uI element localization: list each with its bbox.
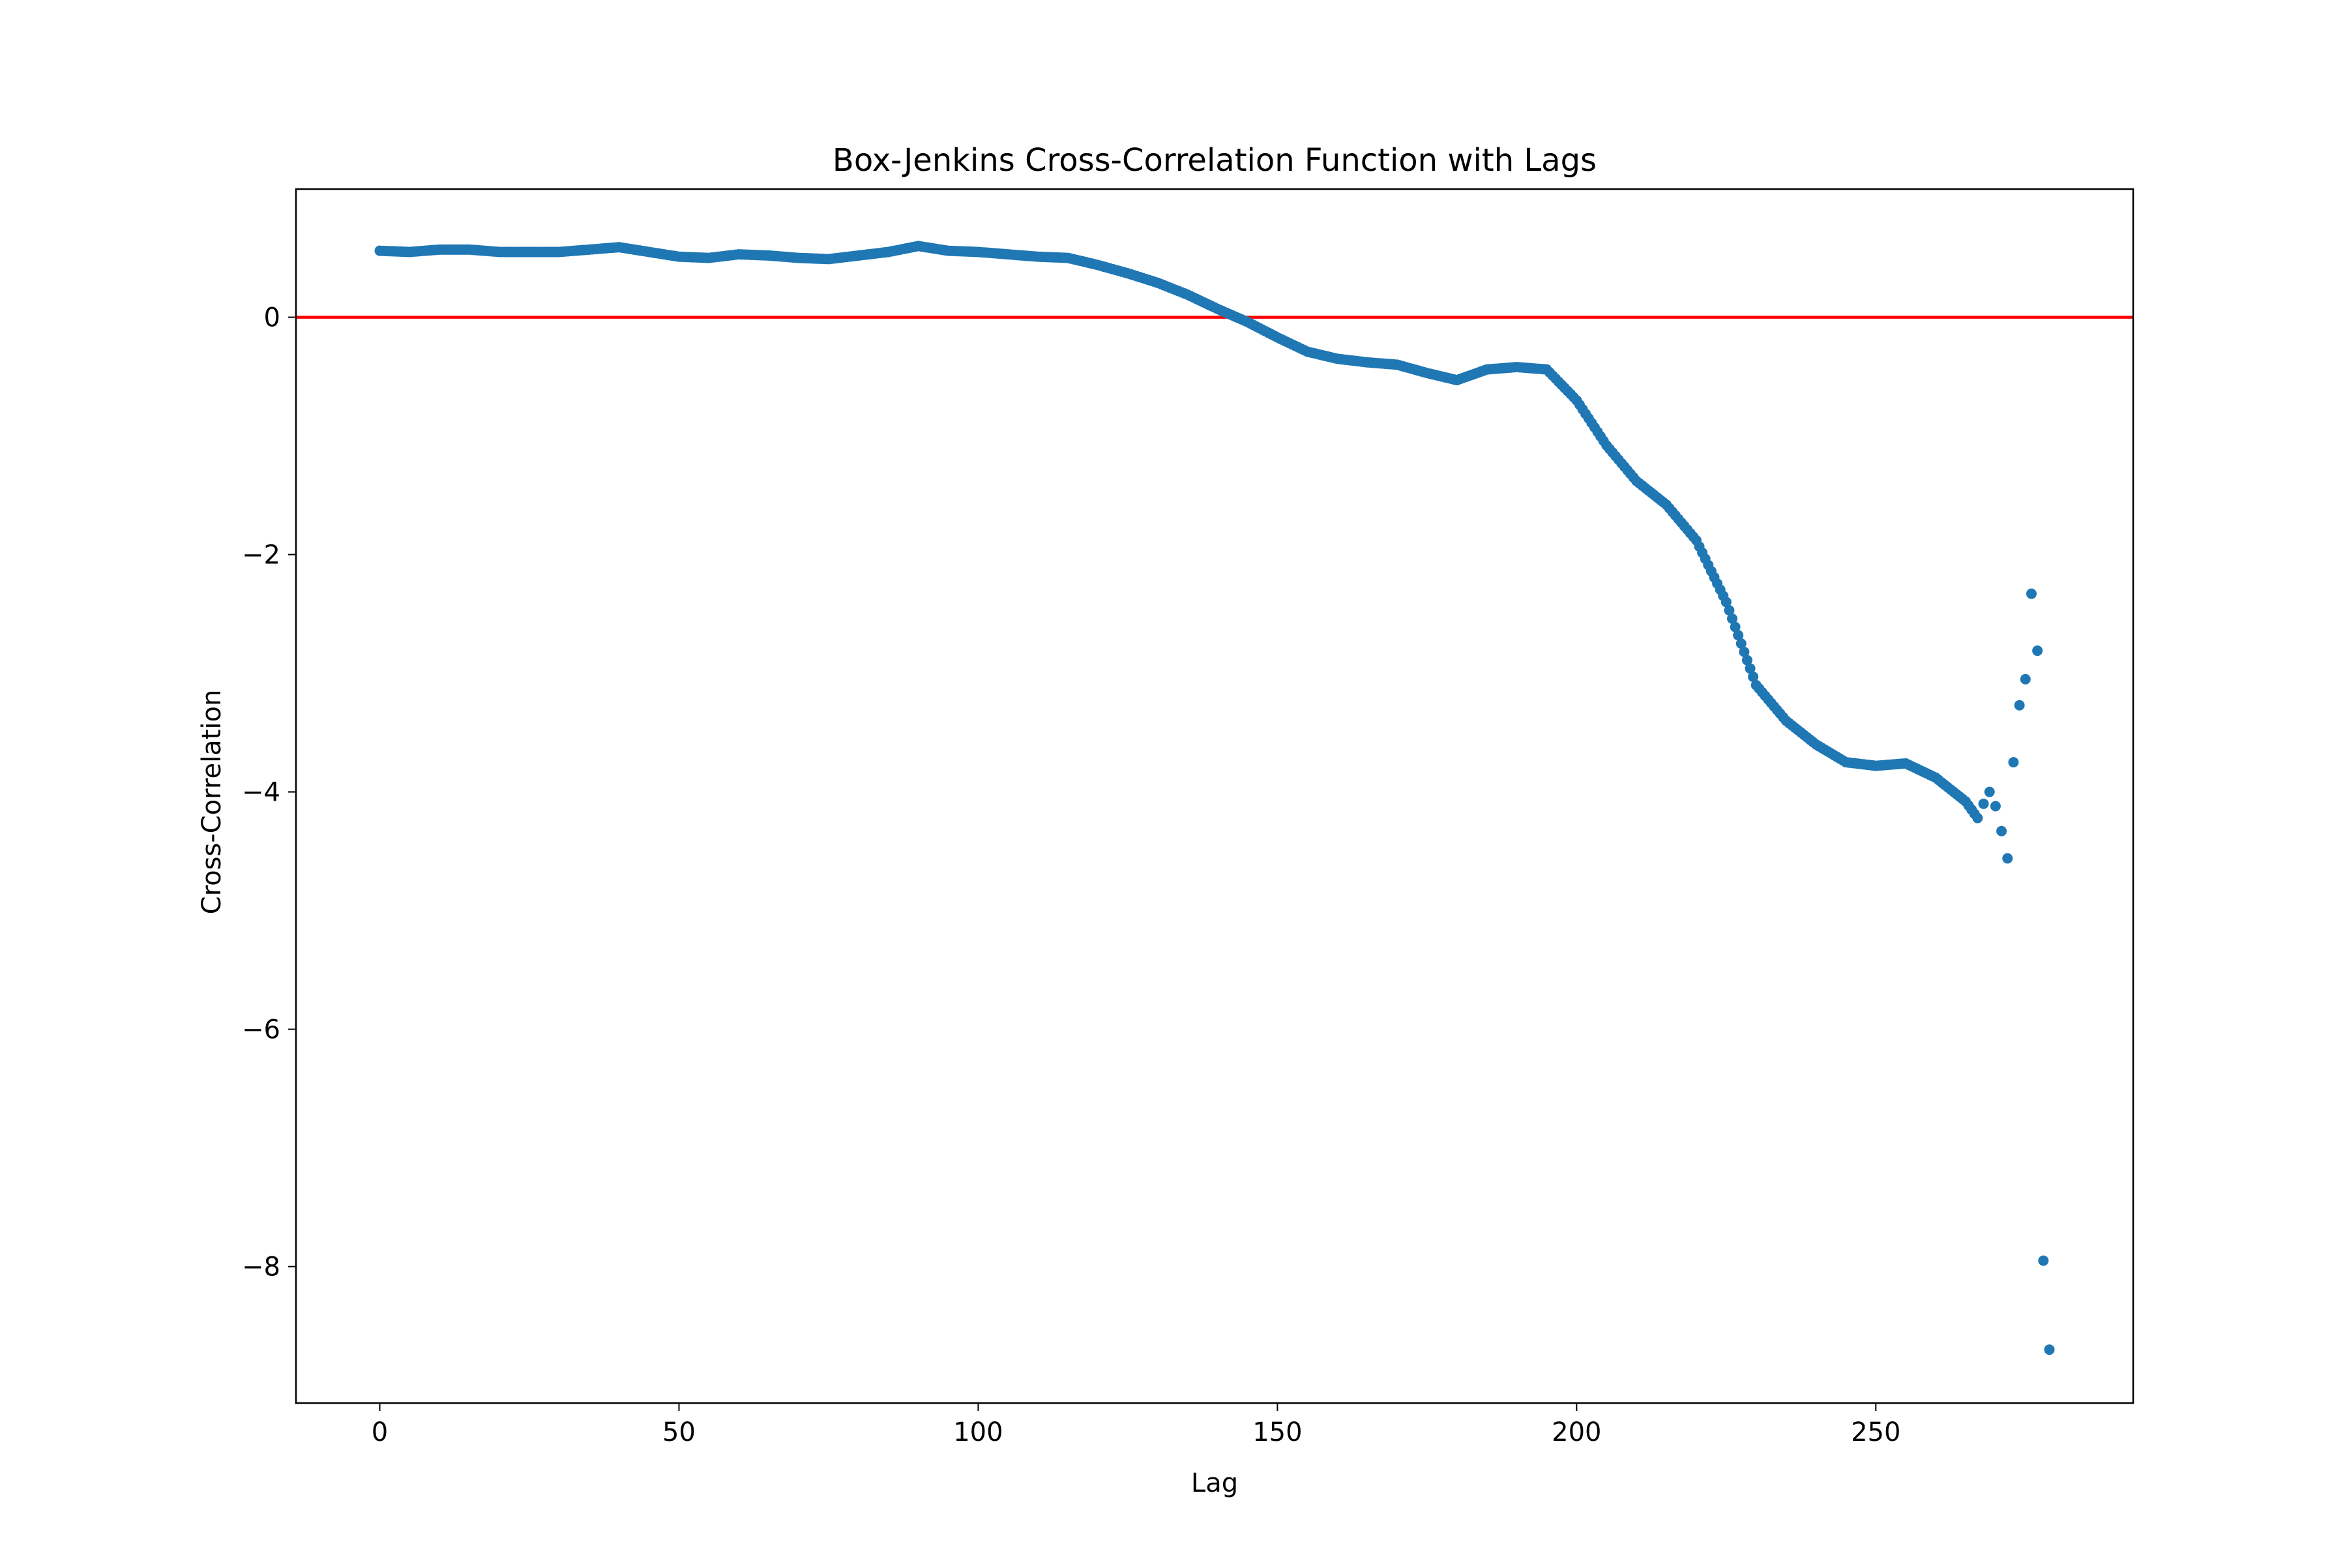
data-point	[1724, 605, 1735, 616]
data-point	[1730, 621, 1741, 632]
data-point	[1745, 663, 1756, 674]
data-point	[2026, 588, 2037, 599]
data-point	[1741, 655, 1752, 666]
data-point	[1726, 613, 1737, 624]
data-point	[2038, 1255, 2049, 1266]
x-tick-label: 200	[1552, 1417, 1601, 1447]
data-point	[1996, 825, 2007, 836]
data-point	[2014, 700, 2025, 711]
data-point	[1972, 812, 1983, 823]
x-tick-label: 50	[662, 1417, 696, 1447]
y-tick-label: −4	[242, 778, 280, 808]
data-point	[1748, 672, 1759, 683]
y-tick-label: −2	[242, 540, 280, 570]
data-point	[1739, 646, 1750, 657]
x-tick-label: 0	[372, 1417, 388, 1447]
data-point	[1978, 798, 1989, 809]
data-point	[2008, 757, 2019, 768]
data-point	[2044, 1344, 2055, 1355]
data-point	[2032, 645, 2043, 657]
data-point	[1720, 597, 1732, 608]
data-point	[2002, 853, 2013, 864]
x-tick-label: 100	[953, 1417, 1003, 1447]
y-axis-label: Cross-Correlation	[197, 690, 227, 915]
x-tick-label: 250	[1851, 1417, 1900, 1447]
data-point	[1735, 638, 1747, 649]
plot-area	[296, 241, 2133, 1355]
y-tick-label: −8	[242, 1252, 280, 1282]
y-tick-label: −6	[242, 1015, 280, 1045]
x-axis-label: Lag	[1191, 1468, 1238, 1498]
y-tick-label: 0	[264, 303, 280, 333]
data-point	[2020, 673, 2031, 685]
data-point	[1990, 801, 2001, 812]
ticks-layer: 0 50 100 150 200 250 0 −2 −4 −6 −8	[242, 303, 1900, 1447]
data-point	[1733, 630, 1744, 641]
x-tick-label: 150	[1252, 1417, 1302, 1447]
chart-title: Box-Jenkins Cross-Correlation Function w…	[833, 142, 1597, 179]
data-point	[1984, 786, 1995, 797]
plot-frame	[295, 188, 2134, 1404]
